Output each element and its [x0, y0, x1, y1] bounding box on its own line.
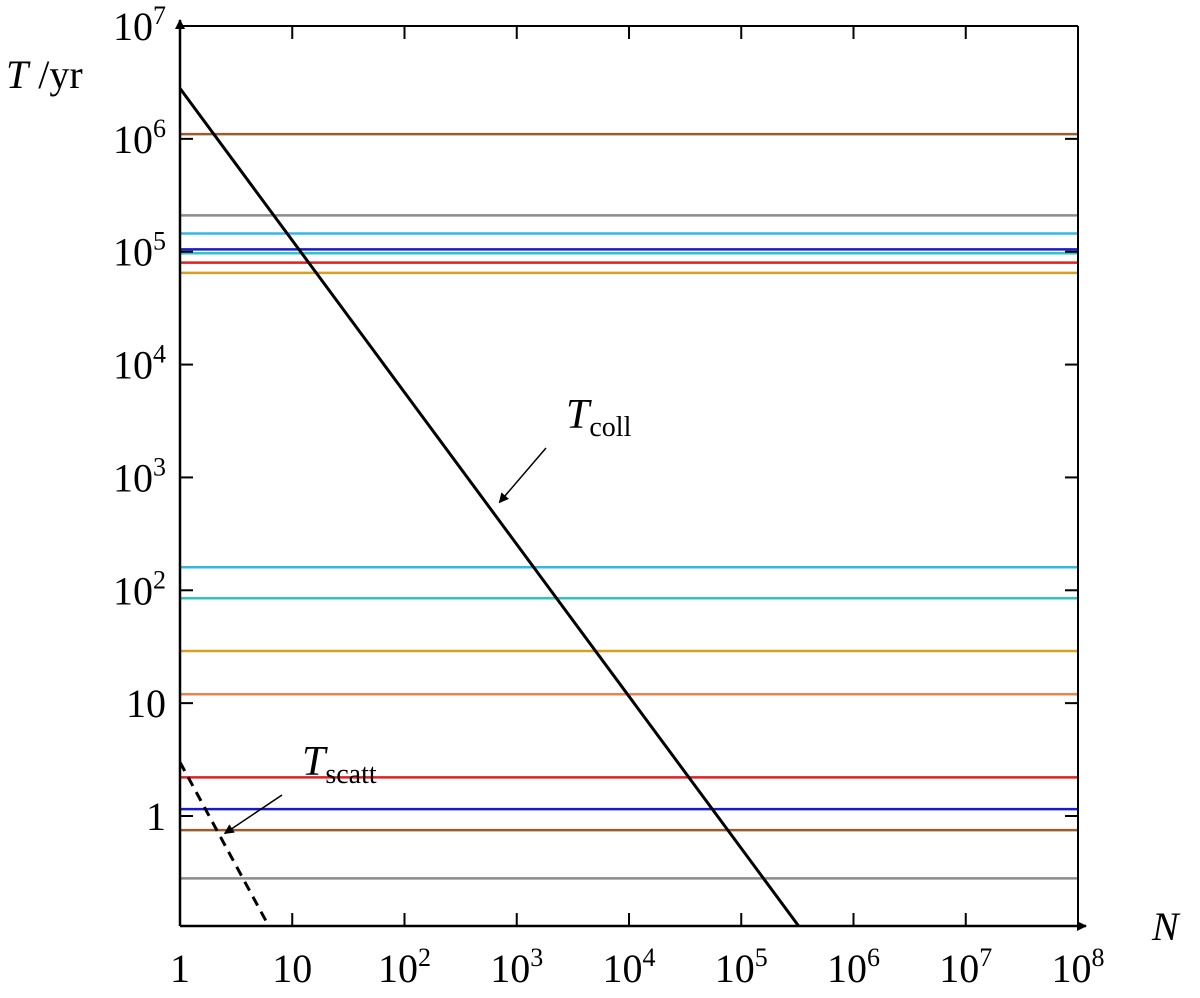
annotation-label-coll: Tcoll — [566, 392, 632, 443]
y-tick-label-0: 1 — [146, 794, 166, 839]
y-axis-title: T /yr — [6, 52, 83, 97]
annotation-arrow-coll — [498, 447, 547, 504]
x-tick-label-7: 107 — [939, 943, 992, 991]
x-tick-label-0: 1 — [170, 946, 190, 991]
axis-titles: T /yr N — [6, 52, 1181, 949]
plot-frame — [175, 19, 1087, 931]
x-tick-labels: 1 10 102 103 104 105 106 107 108 — [170, 943, 1105, 991]
series-line-t-scatt — [180, 761, 271, 926]
y-tick-label-1: 10 — [126, 681, 166, 726]
y-tick-label-4: 104 — [113, 340, 166, 388]
data-series — [180, 87, 801, 926]
x-tick-label-8: 108 — [1052, 943, 1105, 991]
series-line-t-coll — [180, 87, 801, 926]
x-axis-title: N — [1151, 904, 1181, 949]
y-tick-label-3: 103 — [113, 452, 166, 500]
reference-lines — [180, 132, 1078, 880]
y-tick-label-5: 105 — [113, 227, 166, 275]
annotation-arrow-scatt — [223, 794, 283, 835]
x-tick-label-3: 103 — [490, 943, 543, 991]
annotation-label-scatt: Tscatt — [302, 739, 377, 790]
x-tick-label-1: 10 — [272, 946, 312, 991]
y-tick-label-7: 107 — [113, 1, 166, 49]
x-tick-label-4: 104 — [603, 943, 656, 991]
x-tick-label-6: 106 — [827, 943, 880, 991]
x-tick-label-2: 102 — [378, 943, 431, 991]
y-tick-labels: 1 10 102 103 104 105 106 107 — [113, 1, 166, 839]
axis-ticks — [179, 25, 1079, 926]
annotations: Tcoll Tscatt — [223, 392, 632, 835]
y-tick-label-2: 102 — [113, 565, 166, 613]
y-tick-label-6: 106 — [113, 114, 166, 162]
x-tick-label-5: 105 — [715, 943, 768, 991]
